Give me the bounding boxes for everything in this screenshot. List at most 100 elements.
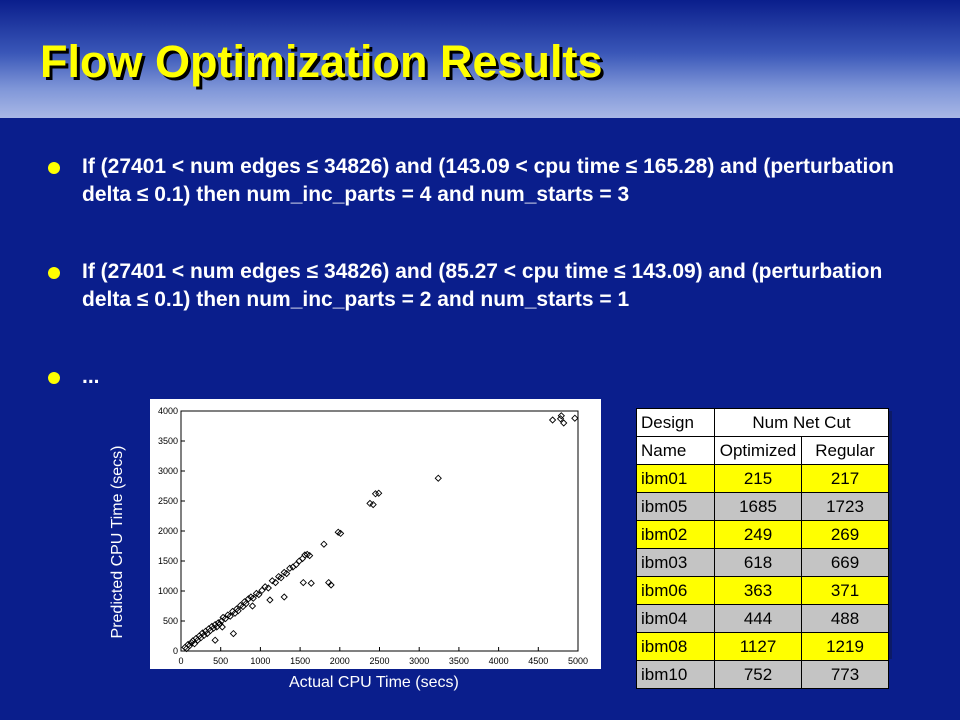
data-point	[305, 551, 314, 560]
data-point	[190, 640, 199, 648]
data-point	[336, 529, 345, 538]
table-row: ibm04 444 488	[636, 604, 889, 633]
cell-optimized: 444	[714, 604, 802, 633]
data-point	[548, 416, 557, 424]
table-row: ibm08 1127 1219	[636, 632, 889, 661]
title-bar: Flow Optimization Results	[0, 0, 960, 118]
data-point	[198, 629, 207, 637]
bullet-text: If (27401 < num edges ≤ 34826) and (85.2…	[82, 260, 883, 311]
data-point	[557, 412, 565, 420]
cell-design-name: ibm05	[636, 492, 715, 521]
y-tick-label: 3500	[158, 436, 178, 446]
y-tick-label: 500	[163, 616, 178, 626]
cell-design-name: ibm06	[636, 576, 715, 605]
data-point	[255, 590, 263, 599]
header-regular: Regular	[801, 436, 889, 465]
x-tick-label: 4500	[528, 656, 548, 666]
x-tick-label: 3000	[409, 656, 429, 666]
data-point	[282, 569, 291, 578]
data-point	[299, 578, 307, 587]
data-point	[211, 636, 219, 644]
bullet-text: ...	[82, 365, 100, 388]
x-tick-label: 3500	[449, 656, 469, 666]
cell-optimized: 1127	[714, 632, 802, 661]
data-point	[248, 602, 257, 610]
x-tick-label: 1000	[250, 656, 270, 666]
y-tick-label: 1500	[158, 556, 178, 566]
data-point	[292, 560, 300, 569]
y-tick-label: 1000	[158, 586, 178, 596]
data-point	[369, 500, 377, 509]
data-point	[286, 564, 294, 572]
data-point	[271, 578, 280, 587]
data-point	[218, 623, 226, 631]
cell-design-name: ibm08	[636, 632, 715, 661]
header-name: Name	[636, 436, 715, 465]
cell-design-name: ibm02	[636, 520, 715, 549]
data-point	[266, 596, 274, 604]
data-point	[258, 586, 266, 595]
x-tick-label: 0	[178, 656, 183, 666]
scatter-plot-svg: 0 500 1000 1500 2000 2500 3000 3500 4000 4500 5000…	[158, 406, 588, 666]
cell-design-name: ibm04	[636, 604, 715, 633]
y-tick-label: 2000	[158, 526, 178, 536]
data-point	[434, 474, 442, 482]
bullet-dot-icon	[48, 162, 60, 174]
cell-optimized: 215	[714, 464, 802, 493]
cell-regular: 669	[801, 548, 889, 577]
data-point	[264, 584, 272, 592]
results-table: Design Num Net Cut Name Optimized Regula…	[636, 408, 889, 689]
y-tick-label: 2500	[158, 496, 178, 506]
x-tick-label: 1500	[290, 656, 310, 666]
data-point	[375, 489, 383, 497]
y-tick-label: 4000	[158, 406, 178, 416]
cell-regular: 269	[801, 520, 889, 549]
data-point	[280, 593, 288, 601]
y-axis-label: Predicted CPU Time (secs)	[109, 445, 126, 639]
data-point	[307, 579, 315, 587]
bullet-dot-icon	[48, 372, 60, 384]
x-tick-label: 5000	[568, 656, 588, 666]
cell-regular: 773	[801, 660, 889, 689]
x-tick-label: 4000	[489, 656, 509, 666]
cell-regular: 488	[801, 604, 889, 633]
data-point	[366, 499, 374, 508]
y-tick-label: 0	[173, 646, 178, 656]
header-optimized: Optimized	[714, 436, 802, 465]
cell-design-name: ibm03	[636, 548, 715, 577]
cell-optimized: 752	[714, 660, 802, 689]
bullet-dot-icon	[48, 267, 60, 279]
table-row: ibm10 752 773	[636, 660, 889, 689]
data-point	[229, 629, 238, 638]
table-row: ibm02 249 269	[636, 520, 889, 549]
cell-regular: 217	[801, 464, 889, 493]
data-point	[327, 581, 335, 589]
slide-title: Flow Optimization Results	[40, 36, 603, 87]
data-point	[242, 599, 250, 608]
x-axis-label: Actual CPU Time (secs)	[289, 674, 459, 691]
cell-regular: 1219	[801, 632, 889, 661]
data-point	[371, 490, 380, 498]
table-row: ibm06 363 371	[636, 576, 889, 605]
table-header-row: Design Num Net Cut	[636, 408, 889, 437]
cell-regular: 371	[801, 576, 889, 605]
data-point	[249, 594, 257, 602]
cell-optimized: 1685	[714, 492, 802, 521]
x-tick-label: 2500	[369, 656, 389, 666]
data-point	[234, 607, 242, 615]
cell-design-name: ibm01	[636, 464, 715, 493]
data-point	[277, 574, 285, 582]
cell-optimized: 249	[714, 520, 802, 549]
cell-design-name: ibm10	[636, 660, 715, 689]
data-point	[268, 577, 276, 585]
data-point	[571, 414, 579, 422]
table-row: ibm05 1685 1723	[636, 492, 889, 521]
data-point	[320, 540, 328, 548]
data-point	[301, 551, 309, 559]
table-row: ibm03 618 669	[636, 548, 889, 577]
cell-regular: 1723	[801, 492, 889, 521]
header-num-net-cut: Num Net Cut	[714, 408, 889, 437]
table-row: ibm01 215 217	[636, 464, 889, 493]
table-header-row: Name Optimized Regular	[636, 436, 889, 465]
header-design: Design	[636, 408, 715, 437]
